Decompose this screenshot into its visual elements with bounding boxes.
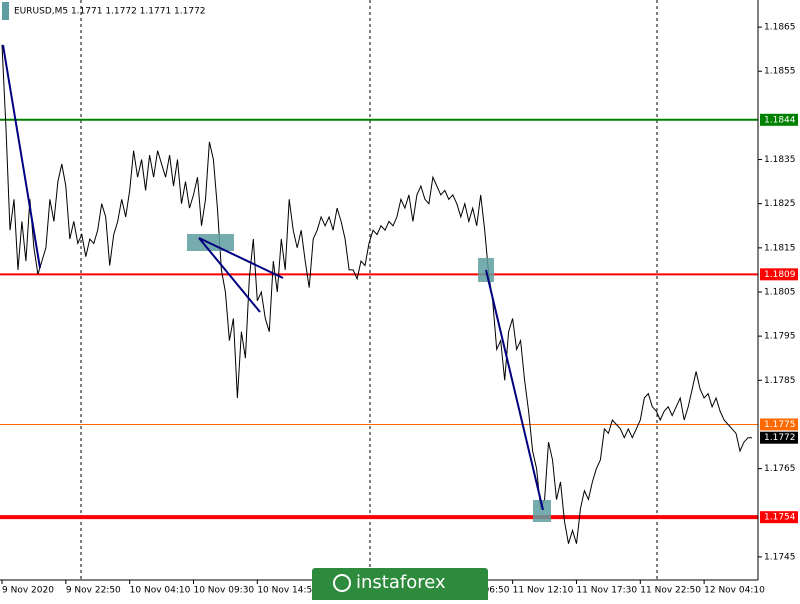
- signal-box: [533, 500, 551, 522]
- y-tick-label: 1.1815: [764, 243, 796, 253]
- plot-area: [0, 44, 758, 544]
- price-level-label-box: [760, 418, 798, 431]
- x-tick-label: 9 Nov 22:50: [66, 586, 121, 596]
- x-tick-label: 11 Nov 12:10: [513, 586, 574, 596]
- y-tick-label: 1.1805: [764, 288, 796, 298]
- trend-line: [198, 237, 284, 279]
- watermark-box: [312, 568, 488, 602]
- y-tick-label: 1.1785: [764, 376, 796, 386]
- trend-line: [198, 237, 261, 313]
- signal-box: [2, 2, 9, 20]
- watermark-text: instaforex: [356, 572, 446, 593]
- y-tick-label: 1.1795: [764, 332, 796, 342]
- current-price-label: 1.1772: [764, 433, 796, 443]
- annotations: [2, 2, 551, 522]
- trend-line: [485, 269, 544, 511]
- x-tick-label: 10 Nov 04:10: [130, 586, 191, 596]
- watermark-icon: [333, 574, 351, 592]
- price-level-label-box: [760, 268, 798, 281]
- watermark: instaforex: [312, 568, 488, 602]
- x-tick-label: 10 Nov 14:50: [257, 586, 318, 596]
- price-level-label: 1.1754: [764, 513, 796, 523]
- chart-title: EURUSD,M5 1.1771 1.1772 1.1771 1.1772: [14, 7, 206, 17]
- y-tick-label: 1.1825: [764, 199, 796, 209]
- y-tick-label: 1.1855: [764, 67, 796, 77]
- y-tick-label: 1.1745: [764, 552, 796, 562]
- price-level-label: 1.1775: [764, 420, 796, 430]
- trend-line: [2, 44, 41, 269]
- price-line: [1, 44, 752, 544]
- y-tick-label: 1.1835: [764, 155, 796, 165]
- x-tick-label: 9 Nov 2020: [2, 586, 54, 596]
- price-level-label-box: [760, 511, 798, 524]
- x-tick-label: 11 Nov 17:30: [576, 586, 637, 596]
- price-level-label: 1.1844: [764, 115, 796, 125]
- price-level-label-box: [760, 113, 798, 126]
- x-tick-label: 10 Nov 09:30: [193, 586, 254, 596]
- current-price-box: [760, 431, 798, 444]
- x-tick-label: 11 Nov 22:50: [640, 586, 701, 596]
- x-tick-label: 12 Nov 04:10: [704, 586, 765, 596]
- y-tick-label: 1.1865: [764, 23, 796, 33]
- price-level-label: 1.1809: [764, 270, 796, 280]
- y-tick-label: 1.1765: [764, 464, 796, 474]
